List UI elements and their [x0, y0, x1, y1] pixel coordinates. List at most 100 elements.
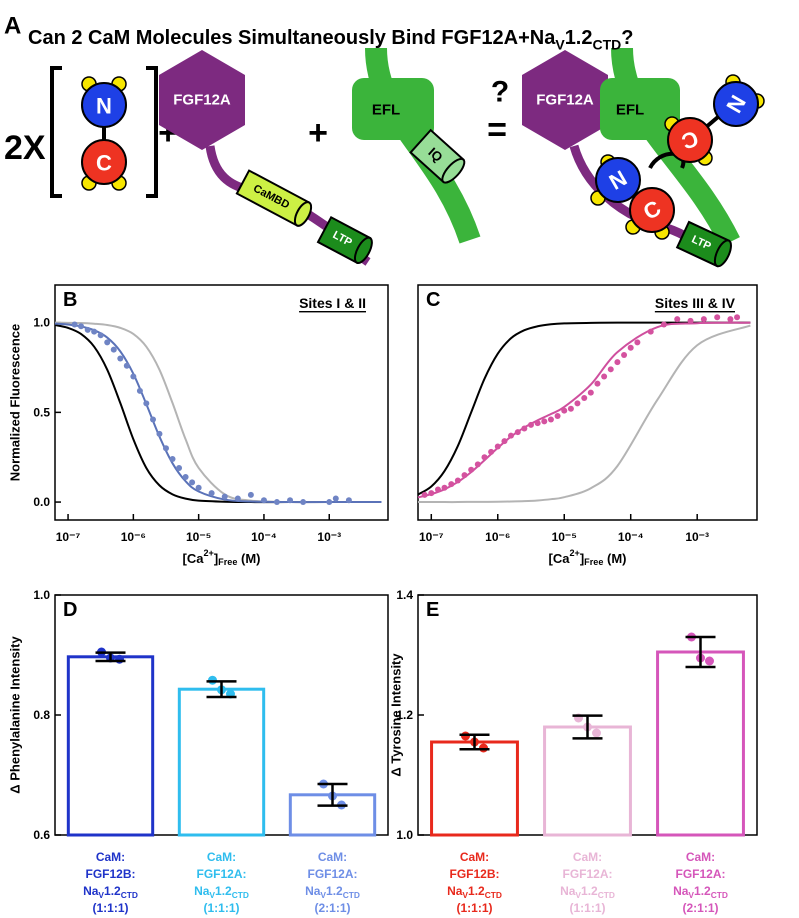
- annotation: Sites III & IV: [655, 295, 736, 311]
- y-tick-label: 0.8: [33, 708, 50, 722]
- error-bar: [95, 651, 126, 663]
- category-label: CaM:: [318, 850, 347, 864]
- data-point: [448, 481, 455, 488]
- efl-domain: [600, 78, 680, 140]
- efl-label: EFL: [372, 102, 400, 119]
- y-axis-label: Normalized Fluorescence: [8, 324, 23, 482]
- data-point: [84, 326, 91, 333]
- category-label-part: Na: [447, 884, 463, 898]
- efl-domain: [352, 78, 434, 140]
- data-point: [474, 461, 481, 468]
- x-axis-label-part: 2+: [203, 548, 213, 558]
- data-point: [601, 373, 608, 380]
- x-tick-label: 10⁻⁵: [186, 530, 211, 544]
- data-point: [660, 321, 667, 328]
- data-point: [117, 355, 124, 362]
- cam-c-lobe: [667, 117, 713, 163]
- x-axis-label-part: 2+: [569, 548, 579, 558]
- x-axis-label-part: (M): [237, 551, 260, 566]
- error-bar: [206, 680, 237, 699]
- y-tick-label: 0.0: [33, 495, 50, 509]
- x-axis-label-part: [Ca: [549, 551, 571, 566]
- data-point: [421, 491, 428, 498]
- data-point: [567, 405, 574, 412]
- iq-cylinder: IQ: [409, 128, 466, 184]
- category-label-part: CTD: [121, 890, 138, 900]
- curve: [417, 321, 751, 496]
- category-label: FGF12A:: [675, 867, 725, 881]
- x-axis-label-part: ]: [214, 551, 218, 566]
- y-tick-label: 1.2: [396, 708, 413, 722]
- category-label: (2:1:1): [682, 901, 718, 915]
- category-label: CaM:: [207, 850, 236, 864]
- fgf-label: FGF12A: [536, 92, 594, 109]
- data-point: [561, 407, 568, 414]
- x-tick-label: 10⁻⁵: [552, 530, 577, 544]
- cam-n-lobe: [713, 81, 759, 127]
- cam-c-lobe: [81, 139, 127, 185]
- question: ?: [491, 76, 509, 109]
- data-point: [150, 416, 157, 423]
- category-label-part: CTD: [343, 890, 360, 900]
- category-label: CaM:: [96, 850, 125, 864]
- data-point: [78, 323, 85, 330]
- category-label-part: Na: [305, 884, 321, 898]
- data-point: [687, 317, 694, 324]
- category-label: (1:1:1): [569, 901, 605, 915]
- panel-letter: E: [426, 599, 439, 621]
- category-label-part: V: [575, 890, 581, 900]
- title: Can 2 CaM Molecules Simultaneously Bind …: [28, 27, 634, 52]
- data-point: [468, 466, 475, 473]
- y-tick-label: 1.0: [33, 316, 50, 330]
- y-axis-label: Δ Tyrosine Intensity: [389, 653, 404, 777]
- data-point: [627, 344, 634, 351]
- data-point: [104, 339, 111, 346]
- category-label: FGF12A:: [562, 867, 612, 881]
- category-label: CaM:: [460, 850, 489, 864]
- bar: [430, 740, 519, 837]
- x-tick-label: 10⁻³: [685, 530, 709, 544]
- category-label: (1:1:1): [203, 901, 239, 915]
- y-tick-label: 1.4: [396, 588, 413, 602]
- category-label-part: Na: [673, 884, 689, 898]
- category-label-part: Na: [83, 884, 99, 898]
- error-bar: [572, 714, 603, 740]
- x-tick-label: 10⁻⁷: [419, 530, 444, 544]
- data-point: [554, 412, 561, 419]
- error-bar: [685, 635, 716, 669]
- category-label-part: 1.2: [326, 884, 343, 898]
- nav-chain: [611, 47, 740, 247]
- category-label: NaV1.2CTD: [83, 884, 138, 900]
- data-point: [727, 316, 734, 323]
- error-bar: [317, 782, 348, 807]
- x-axis-label-part: [Ca: [183, 551, 205, 566]
- y-tick-label: 0.6: [33, 828, 50, 842]
- data-point: [547, 416, 554, 423]
- data-point: [247, 491, 254, 498]
- title-part: ?: [621, 27, 633, 49]
- data-point: [156, 430, 163, 437]
- data-point: [514, 429, 521, 436]
- bar: [66, 655, 155, 837]
- replicate-point: [705, 656, 714, 666]
- data-point: [494, 443, 501, 450]
- x-tick-label: 10⁻³: [317, 530, 341, 544]
- data-point: [621, 351, 628, 358]
- data-point: [488, 448, 495, 455]
- data-point: [674, 316, 681, 323]
- panel-letter: D: [63, 599, 77, 621]
- title-part: V: [555, 36, 565, 52]
- data-point: [647, 328, 654, 335]
- x-axis-label: [Ca2+]Free (M): [183, 548, 261, 567]
- data-point: [345, 497, 352, 504]
- panel-letter: A: [4, 13, 21, 40]
- category-label: NaV1.2CTD: [447, 884, 502, 900]
- data-point: [71, 321, 78, 328]
- data-point: [195, 484, 202, 491]
- category-label-part: 1.2: [104, 884, 121, 898]
- data-point: [287, 497, 294, 504]
- category-label-part: CTD: [598, 890, 615, 900]
- data-point: [441, 484, 448, 491]
- data-point: [110, 346, 117, 353]
- category-label-part: V: [98, 890, 104, 900]
